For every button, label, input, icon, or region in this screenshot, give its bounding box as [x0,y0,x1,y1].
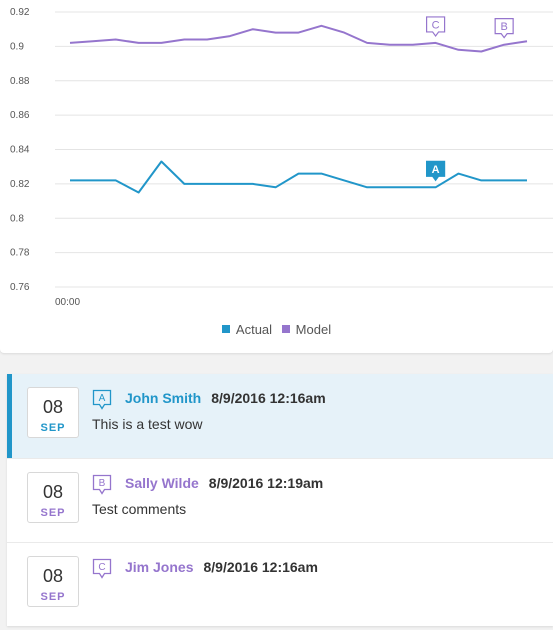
y-tick-label: 0.88 [10,76,30,87]
author-name[interactable]: Sally Wilde [125,475,199,491]
chart-legend: Actual Model [0,322,553,337]
annotation-marker-c [426,16,446,37]
x-tick-label: 00:00 [55,297,80,308]
line-chart: 0.76 0.78 0.8 0.82 0.84 0.86 0.88 0.9 0.92 00:00 A… [10,7,553,308]
legend-swatch-actual [221,325,230,333]
legend-item-actual[interactable]: Actual [221,322,273,337]
comment-text: This is a test wow [92,416,203,432]
comment-author: John Smith 8/9/2016 12:16am [125,390,326,406]
author-name[interactable]: Jim Jones [125,559,194,575]
marker-letter: A [99,393,106,404]
annotation-marker-a [426,160,446,182]
marker-c-icon: C [92,558,112,579]
y-tick-label: 0.9 [10,41,24,52]
legend-label-model: Model [295,322,332,337]
marker-a-icon: A [92,389,112,410]
comment-item[interactable]: 08 SEP A John Smith 8/9/2016 12:16am This… [7,374,553,458]
comment-timestamp: 8/9/2016 12:16am [211,390,326,406]
comment-item[interactable]: 08 SEP B Sally Wilde 8/9/2016 12:19am Tes… [7,458,553,542]
date-month: SEP [40,591,66,603]
chart-card: 0.76 0.78 0.8 0.82 0.84 0.86 0.88 0.9 0.92 00:00 A… [0,0,553,353]
marker-letter: B [99,478,106,489]
annotation-marker-b [494,18,514,39]
comment-author: Sally Wilde 8/9/2016 12:19am [125,475,323,491]
annotation-marker-label: B [500,21,507,33]
date-badge: 08 SEP [27,387,79,438]
date-day: 08 [42,566,64,586]
series-line-actual [70,160,527,194]
marker-b-icon: B [92,474,112,495]
comment-timestamp: 8/9/2016 12:19am [208,475,324,491]
marker-letter: C [98,562,105,573]
y-tick-label: 0.86 [10,110,30,121]
y-tick-label: 0.8 [10,213,24,224]
author-name[interactable]: John Smith [125,390,202,406]
comment-author: Jim Jones 8/9/2016 12:16am [125,559,318,575]
comment-list: 08 SEP A John Smith 8/9/2016 12:16am This… [7,374,553,626]
y-tick-label: 0.76 [10,282,30,293]
annotation-marker-label: A [432,164,440,176]
date-day: 08 [42,482,64,502]
y-tick-label: 0.78 [10,248,30,259]
date-day: 08 [42,397,64,417]
date-month: SEP [40,507,66,519]
legend-swatch-model [281,325,290,333]
date-badge: 08 SEP [27,472,79,523]
y-tick-label: 0.92 [10,7,30,18]
date-month: SEP [40,422,66,434]
comment-timestamp: 8/9/2016 12:16am [203,559,318,575]
y-tick-label: 0.84 [10,145,30,156]
legend-label-actual: Actual [235,322,273,337]
series-line-model [69,24,528,53]
comment-item[interactable]: 08 SEP C Jim Jones 8/9/2016 12:16am [7,542,553,626]
y-tick-label: 0.82 [10,179,30,190]
annotation-marker-label: C [432,19,440,31]
legend-item-model[interactable]: Model [281,322,332,337]
comment-text: Test comments [92,501,187,517]
date-badge: 08 SEP [27,556,79,607]
